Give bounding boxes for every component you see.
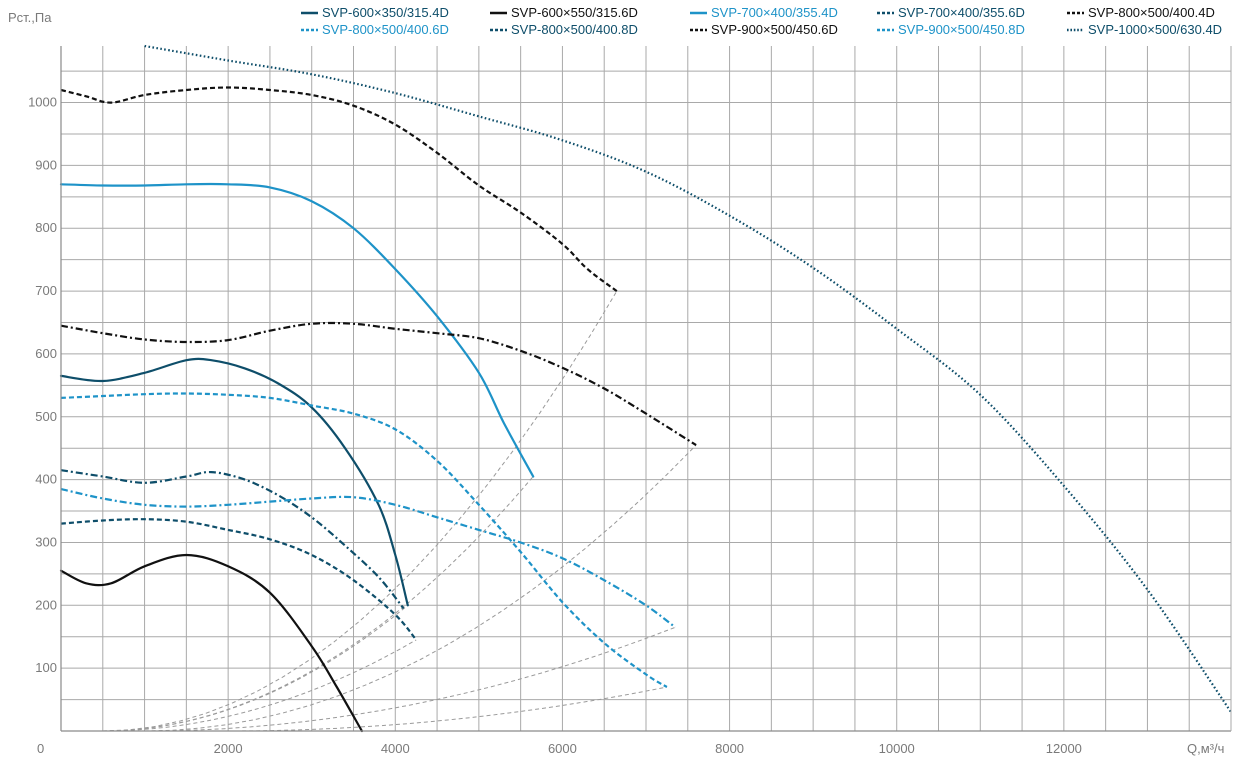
x-axis-label: Q,м³/ч <box>1187 741 1224 756</box>
x-tick-label: 6000 <box>548 741 577 756</box>
legend-label: SVP-600×350/315.4D <box>322 5 449 20</box>
legend-label: SVP-1000×500/630.4D <box>1088 22 1222 37</box>
series-line <box>60 469 405 610</box>
system-curve-line <box>102 476 534 732</box>
series-line <box>60 488 676 629</box>
grid <box>61 46 1231 731</box>
system-curve-line <box>228 686 667 732</box>
x-tick-label: 0 <box>37 741 44 756</box>
legend-label: SVP-800×500/400.8D <box>511 22 638 37</box>
series-line <box>60 392 668 688</box>
series-line <box>59 182 535 478</box>
y-tick-label: 800 <box>35 220 57 235</box>
series-line <box>60 86 618 292</box>
legend-label: SVP-600×550/315.6D <box>511 5 638 20</box>
legend: SVP-600×350/315.4D SVP-600×550/315.6D SVP-… <box>301 5 1222 37</box>
x-tick-label: 12000 <box>1046 741 1082 756</box>
x-tick-label: 4000 <box>381 741 410 756</box>
y-tick-label: 900 <box>35 157 57 172</box>
system-curve-line <box>102 290 618 732</box>
y-tick-label: 400 <box>35 472 57 487</box>
legend-label: SVP-900×500/450.8D <box>898 22 1025 37</box>
system-curve-line <box>144 626 676 732</box>
y-tick-label: 700 <box>35 283 57 298</box>
x-tick-label: 8000 <box>715 741 744 756</box>
y-tick-label: 1000 <box>28 95 57 110</box>
y-tick-label: 600 <box>35 346 57 361</box>
system-curve-line <box>102 604 409 732</box>
x-tick-label: 10000 <box>879 741 915 756</box>
y-axis-label: Pст.,Па <box>8 10 52 25</box>
series-line <box>59 357 409 607</box>
tick-labels: 0 2000 4000 6000 8000 10000 12000 100 200 300 400 5… <box>28 95 1082 756</box>
system-curve-line <box>144 444 697 732</box>
legend-label: SVP-800×500/400.4D <box>1088 5 1215 20</box>
y-tick-label: 200 <box>35 597 57 612</box>
legend-label: SVP-800×500/400.6D <box>322 22 449 37</box>
legend-label: SVP-700×400/355.4D <box>711 5 838 20</box>
system-curve-line <box>102 639 417 732</box>
y-tick-label: 500 <box>35 409 57 424</box>
axes <box>60 46 1232 732</box>
x-tick-label: 2000 <box>214 741 243 756</box>
y-tick-label: 100 <box>35 660 57 675</box>
legend-label: SVP-700×400/355.6D <box>898 5 1025 20</box>
legend-label: SVP-900×500/450.6D <box>711 22 838 37</box>
series-lines <box>59 44 1232 733</box>
series-line <box>60 518 418 641</box>
series-line <box>59 553 363 733</box>
series-line <box>60 321 697 447</box>
y-tick-label: 300 <box>35 534 57 549</box>
system-curves <box>102 290 697 732</box>
